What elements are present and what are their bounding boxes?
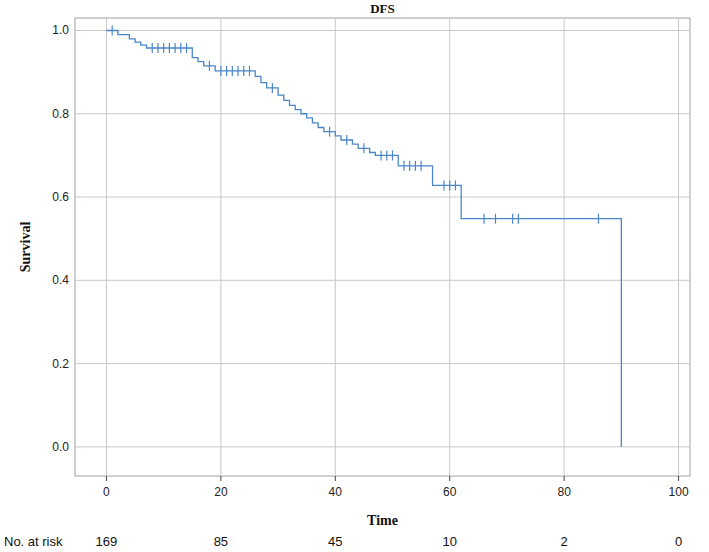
- grid-line: [564, 18, 565, 476]
- grid-line: [75, 446, 690, 447]
- grid-line: [75, 30, 690, 31]
- censor-mark: [495, 214, 496, 224]
- grid-line: [75, 363, 690, 364]
- y-tick-label: 0.8: [52, 107, 69, 121]
- censor-mark: [226, 66, 227, 76]
- risk-count: 169: [96, 534, 118, 549]
- censor-mark: [392, 150, 393, 160]
- censor-mark: [249, 66, 250, 76]
- x-tick: [220, 476, 221, 481]
- x-axis-label: Time: [367, 513, 398, 528]
- risk-count: 0: [675, 534, 682, 549]
- censor-mark: [272, 83, 273, 93]
- censor-mark: [449, 180, 450, 190]
- censor-mark: [112, 25, 113, 35]
- x-tick-label: 80: [557, 485, 571, 499]
- censor-mark: [403, 161, 404, 171]
- x-tick: [106, 476, 107, 481]
- censor-mark: [329, 127, 330, 137]
- survival-curve: [106, 30, 621, 446]
- title: DFS: [370, 1, 395, 16]
- censor-mark: [186, 43, 187, 53]
- grid-line: [106, 18, 107, 476]
- censor-mark: [443, 180, 444, 190]
- x-tick: [449, 476, 450, 481]
- censor-mark: [237, 66, 238, 76]
- censor-mark: [483, 214, 484, 224]
- censor-mark: [175, 43, 176, 53]
- censor-mark: [232, 66, 233, 76]
- y-tick-label: 0.2: [52, 357, 69, 371]
- censor-mark: [169, 43, 170, 53]
- x-tick-label: 0: [103, 485, 110, 499]
- y-axis-label: Survival: [18, 222, 33, 273]
- censor-mark: [157, 43, 158, 53]
- grid-line: [449, 18, 450, 476]
- risk-count: 10: [442, 534, 456, 549]
- x-tick-label: 40: [329, 485, 343, 499]
- grid-line: [75, 197, 690, 198]
- censor-mark: [415, 161, 416, 171]
- x-tick: [564, 476, 565, 481]
- y-tick-label: 0.4: [52, 273, 69, 287]
- censor-mark: [209, 61, 210, 71]
- censor-mark: [386, 150, 387, 160]
- y-tick-label: 1.0: [52, 23, 69, 37]
- censor-mark: [180, 43, 181, 53]
- y-tick-label: 0.6: [52, 190, 69, 204]
- chart: 0.00.20.40.60.81.0020406080100DFSTimeSur…: [0, 0, 709, 552]
- data-group: [106, 25, 621, 446]
- x-tick: [335, 476, 336, 481]
- censor-mark: [220, 66, 221, 76]
- censor-mark: [243, 66, 244, 76]
- grid-line: [220, 18, 221, 476]
- y-tick-label: 0.0: [52, 440, 69, 454]
- censor-mark: [512, 214, 513, 224]
- x-tick-label: 100: [669, 485, 689, 499]
- x-tick-label: 20: [214, 485, 228, 499]
- plot-frame: [75, 18, 690, 476]
- grid-line: [335, 18, 336, 476]
- risk-count: 45: [328, 534, 342, 549]
- censor-mark: [409, 161, 410, 171]
- risk-count: 2: [561, 534, 568, 549]
- grid-line: [75, 280, 690, 281]
- censor-mark: [363, 143, 364, 153]
- grid-line: [75, 113, 690, 114]
- censor-mark: [152, 43, 153, 53]
- risk-count: 85: [214, 534, 228, 549]
- grid-line: [678, 18, 679, 476]
- censor-mark: [346, 135, 347, 145]
- x-tick-label: 60: [443, 485, 457, 499]
- censor-mark: [380, 150, 381, 160]
- risk-table-label: No. at risk: [4, 534, 63, 549]
- censor-mark: [163, 43, 164, 53]
- x-tick: [678, 476, 679, 481]
- censor-mark: [518, 214, 519, 224]
- censor-mark: [455, 180, 456, 190]
- censor-mark: [598, 214, 599, 224]
- censor-mark: [421, 161, 422, 171]
